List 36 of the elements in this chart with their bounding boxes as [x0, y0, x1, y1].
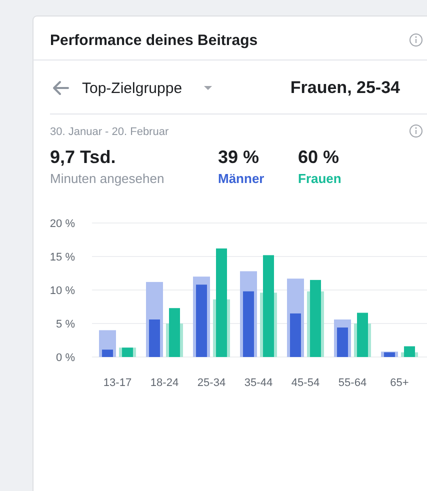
- bar: [243, 291, 254, 357]
- bar: [263, 255, 274, 357]
- text: 39 %: [218, 147, 260, 167]
- bar: [404, 346, 415, 357]
- y-tick-label: 15 %: [50, 252, 76, 264]
- bar: [357, 312, 368, 357]
- bar: [310, 280, 321, 357]
- x-tick-label: 35-44: [244, 377, 273, 389]
- text: Frauen, 25-34: [290, 78, 401, 97]
- bar: [384, 352, 395, 357]
- bar: [290, 313, 301, 357]
- x-tick-label: 18-24: [150, 377, 179, 389]
- text: Top-Zielgruppe: [82, 80, 182, 97]
- x-tick-label: 55-64: [338, 377, 367, 389]
- y-tick-label: 10 %: [50, 285, 76, 297]
- text: Frauen: [298, 171, 342, 186]
- bar: [102, 350, 113, 357]
- chart-subtitle: 30. Januar - 20. Februar: [50, 126, 169, 138]
- bar: [122, 348, 133, 357]
- x-tick-label: 45-54: [291, 377, 320, 389]
- x-tick-label: 13-17: [103, 377, 132, 389]
- bar: [149, 319, 160, 357]
- y-tick-label: 0 %: [56, 352, 76, 364]
- text: 60 %: [298, 147, 340, 167]
- bar: [216, 248, 227, 357]
- x-tick-label: 25-34: [197, 377, 226, 389]
- y-tick-label: 5 %: [56, 318, 76, 330]
- bar: [337, 328, 348, 357]
- text: Männer: [218, 171, 264, 186]
- text: Minuten angesehen: [50, 171, 164, 186]
- bar: [169, 308, 180, 357]
- y-tick-label: 20 %: [50, 218, 76, 230]
- chart-title: Performance deines Beitrags: [50, 32, 258, 49]
- x-tick-label: 65+: [390, 377, 409, 389]
- text: 9,7 Tsd.: [50, 147, 116, 167]
- bar: [196, 284, 207, 357]
